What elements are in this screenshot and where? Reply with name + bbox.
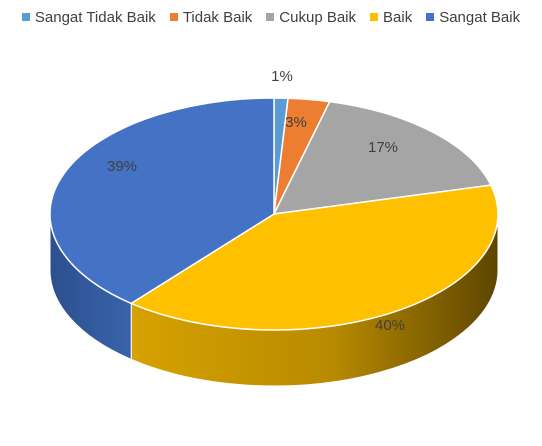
- chart-legend: Sangat Tidak Baik Tidak Baik Cukup Baik Bai…: [0, 6, 542, 28]
- legend-item-sangat-baik: Sangat Baik: [426, 9, 520, 26]
- data-label-sangat-baik: 39%: [107, 158, 137, 175]
- legend-label: Sangat Baik: [439, 8, 521, 26]
- legend-swatch-sangat-tidak-baik: [21, 13, 30, 21]
- data-label-baik: 40%: [375, 317, 405, 334]
- data-label-tidak-baik: 3%: [285, 114, 307, 131]
- legend-label: Sangat Tidak Baik: [34, 8, 156, 26]
- legend-item-baik: Baik: [370, 9, 412, 26]
- legend-label: Tidak Baik: [182, 8, 253, 26]
- legend-label: Cukup Baik: [279, 8, 357, 26]
- legend-swatch-cukup-baik: [266, 13, 275, 21]
- slice-baik: [129, 184, 499, 331]
- legend-item-sangat-tidak-baik: Sangat Tidak Baik: [21, 8, 156, 26]
- pie-labels: 1% 3% 17% 40% 39%: [107, 68, 405, 334]
- legend-swatch-tidak-baik: [169, 13, 178, 21]
- legend-item-cukup-baik: Cukup Baik: [266, 9, 356, 26]
- pie-slices: [49, 97, 499, 331]
- legend-item-tidak-baik: Tidak Baik: [169, 8, 253, 26]
- legend-swatch-sangat-baik: [426, 13, 435, 21]
- data-label-sangat-tidak-baik: 1%: [271, 68, 293, 85]
- slice-sangat-baik: [49, 97, 275, 305]
- slice-cukup-baik: [272, 100, 493, 215]
- legend-label: Baik: [383, 8, 413, 26]
- legend-swatch-baik: [370, 13, 379, 21]
- data-label-cukup-baik: 17%: [368, 139, 398, 156]
